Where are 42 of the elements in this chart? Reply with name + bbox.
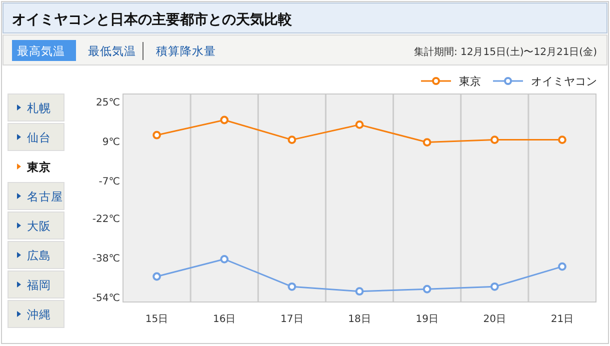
y-tick-label: -54℃ <box>92 293 120 304</box>
x-tick-label: 20日 <box>483 314 506 325</box>
text: 積算降水量 <box>156 44 216 58</box>
x-tick-label: 15日 <box>145 314 168 325</box>
x-tick-label: 21日 <box>550 314 574 325</box>
point <box>152 130 161 140</box>
legend-label: 東京 <box>459 75 481 88</box>
point <box>355 287 364 296</box>
text: 沖縄 <box>27 308 51 322</box>
legend-label: オイミヤコン <box>531 75 597 88</box>
text: 最高気温 <box>17 44 65 58</box>
text: 福岡 <box>27 278 51 292</box>
y-tick-label: -38℃ <box>92 253 120 264</box>
text: 名古屋 <box>27 190 63 204</box>
point <box>288 136 296 144</box>
text: 集計期間: 12月15日(土)〜12月21日(金) <box>414 46 598 58</box>
text: 広島 <box>27 248 51 262</box>
point <box>288 282 296 291</box>
point <box>355 120 364 129</box>
x-tick-label: 16日 <box>212 314 236 325</box>
point <box>152 272 161 281</box>
chart-title: オイミヤコンと日本の主要都市との天気比較 <box>12 11 293 28</box>
y-tick-label: 9℃ <box>102 137 120 148</box>
x-tick-label: 17日 <box>280 314 304 325</box>
point <box>558 262 566 271</box>
text: 仙台 <box>27 130 51 144</box>
y-tick-label: -22℃ <box>92 214 120 225</box>
point <box>422 284 432 294</box>
y-tick-label: 25℃ <box>96 97 120 108</box>
text: 大阪 <box>27 219 51 233</box>
point <box>490 282 499 291</box>
point <box>220 254 229 264</box>
text: 札幌 <box>27 101 51 115</box>
point <box>490 136 499 144</box>
x-tick-label: 19日 <box>416 314 438 325</box>
text: 最低気温 <box>88 44 136 58</box>
text: 東京 <box>26 160 51 174</box>
point <box>422 138 432 146</box>
x-tick-label: 18日 <box>348 314 371 325</box>
point <box>558 136 566 144</box>
point <box>220 116 229 124</box>
y-tick-label: -7℃ <box>98 176 120 188</box>
